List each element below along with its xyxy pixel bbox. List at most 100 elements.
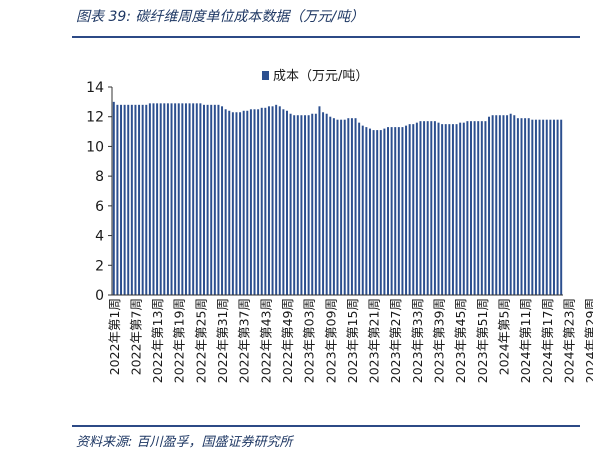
y-tick-label: 14 [86, 80, 104, 96]
bar [444, 124, 447, 295]
x-tick-label: 2024年第23周 [561, 298, 576, 383]
x-axis: 2022年第1周 2022年第7周 2022年第13周 2022年第19周 2022年第… [107, 294, 593, 383]
x-tick-label: 2023年第45周 [453, 298, 468, 383]
bar [206, 104, 209, 295]
bar [524, 118, 527, 295]
bar [307, 115, 310, 295]
bar [289, 113, 292, 296]
bar [314, 113, 317, 296]
bar [246, 110, 249, 296]
x-tick-label: 2024年第29周 [583, 298, 593, 383]
bar [397, 127, 400, 295]
bar [451, 124, 454, 295]
bar [477, 121, 480, 295]
x-tick-label: 2023年第03周 [302, 298, 317, 383]
bar [531, 119, 534, 295]
footer-rule [72, 425, 580, 427]
bar [318, 106, 321, 295]
bar [195, 103, 198, 295]
bar [174, 103, 177, 295]
bar [372, 130, 375, 295]
bar [542, 119, 545, 295]
bar [213, 104, 216, 295]
bar [405, 125, 408, 295]
bar [387, 127, 389, 295]
bar [332, 118, 335, 295]
bar [278, 106, 281, 295]
bar [239, 112, 242, 295]
header-rule [72, 36, 580, 38]
bar [441, 124, 444, 295]
bar [509, 113, 512, 296]
bar [488, 116, 491, 296]
bar [138, 104, 141, 295]
bar [336, 119, 339, 295]
bar [495, 115, 498, 295]
bar [286, 110, 288, 296]
x-tick-label: 2023年第15周 [345, 298, 360, 383]
bar [473, 121, 476, 295]
bar [513, 115, 516, 295]
bar [257, 109, 260, 295]
y-tick-label: 0 [95, 288, 104, 304]
y-tick-label: 4 [95, 229, 104, 245]
bar [134, 104, 137, 295]
x-tick-label: 2022年第7周 [128, 298, 143, 375]
x-tick-label: 2023年第21周 [367, 298, 382, 383]
bar [152, 103, 155, 295]
bar [170, 103, 173, 295]
bar [203, 104, 205, 295]
x-tick-label: 2023年第27周 [388, 298, 403, 383]
x-tick-label: 2023年第33周 [410, 298, 425, 383]
bar [354, 118, 357, 295]
bar [260, 107, 263, 295]
bar [242, 110, 245, 296]
bar [365, 127, 368, 295]
bar [498, 115, 501, 295]
bar [282, 109, 285, 295]
x-tick-label: 2022年第31周 [215, 298, 230, 383]
bar [224, 109, 227, 295]
bar [368, 128, 371, 295]
legend: 成本（万元/吨） [262, 69, 368, 84]
bar [538, 119, 541, 295]
bar [426, 121, 429, 295]
bar [534, 119, 537, 295]
bar [311, 113, 314, 296]
x-tick-label: 2022年第37周 [237, 298, 252, 383]
bar [249, 109, 252, 295]
bar [502, 115, 505, 295]
x-tick-label: 2022年第1周 [107, 298, 122, 375]
bar [188, 103, 191, 295]
bar [141, 104, 144, 295]
bar [253, 109, 256, 295]
bar [412, 124, 415, 295]
y-tick-label: 12 [86, 110, 104, 126]
bar [271, 106, 274, 295]
bar [390, 127, 393, 295]
bar [552, 119, 555, 295]
x-tick-label: 2024年第17周 [540, 298, 555, 383]
source-note: 资料来源: 百川盈孚，国盛证券研究所 [76, 435, 293, 450]
bar [491, 115, 494, 295]
y-tick-label: 10 [86, 139, 104, 155]
x-tick-label: 2023年第39周 [432, 298, 447, 383]
bar [466, 121, 469, 295]
bar [549, 119, 552, 295]
x-tick-label: 2024年第11周 [518, 298, 533, 383]
bar [184, 103, 187, 295]
bar [325, 113, 328, 296]
bar [116, 104, 119, 295]
bar [148, 103, 151, 295]
bar [304, 115, 307, 295]
x-tick-label: 2022年第49周 [280, 298, 295, 383]
x-tick-label: 2023年第51周 [475, 298, 490, 383]
x-tick-label: 2022年第43周 [258, 298, 273, 383]
bar [419, 121, 422, 295]
bar [480, 121, 483, 295]
x-tick-label: 2024年第5周 [496, 298, 511, 375]
x-tick-label: 2022年第25周 [193, 298, 208, 383]
y-tick-label: 8 [95, 169, 104, 185]
bar-series [112, 101, 563, 296]
bar [267, 106, 270, 295]
